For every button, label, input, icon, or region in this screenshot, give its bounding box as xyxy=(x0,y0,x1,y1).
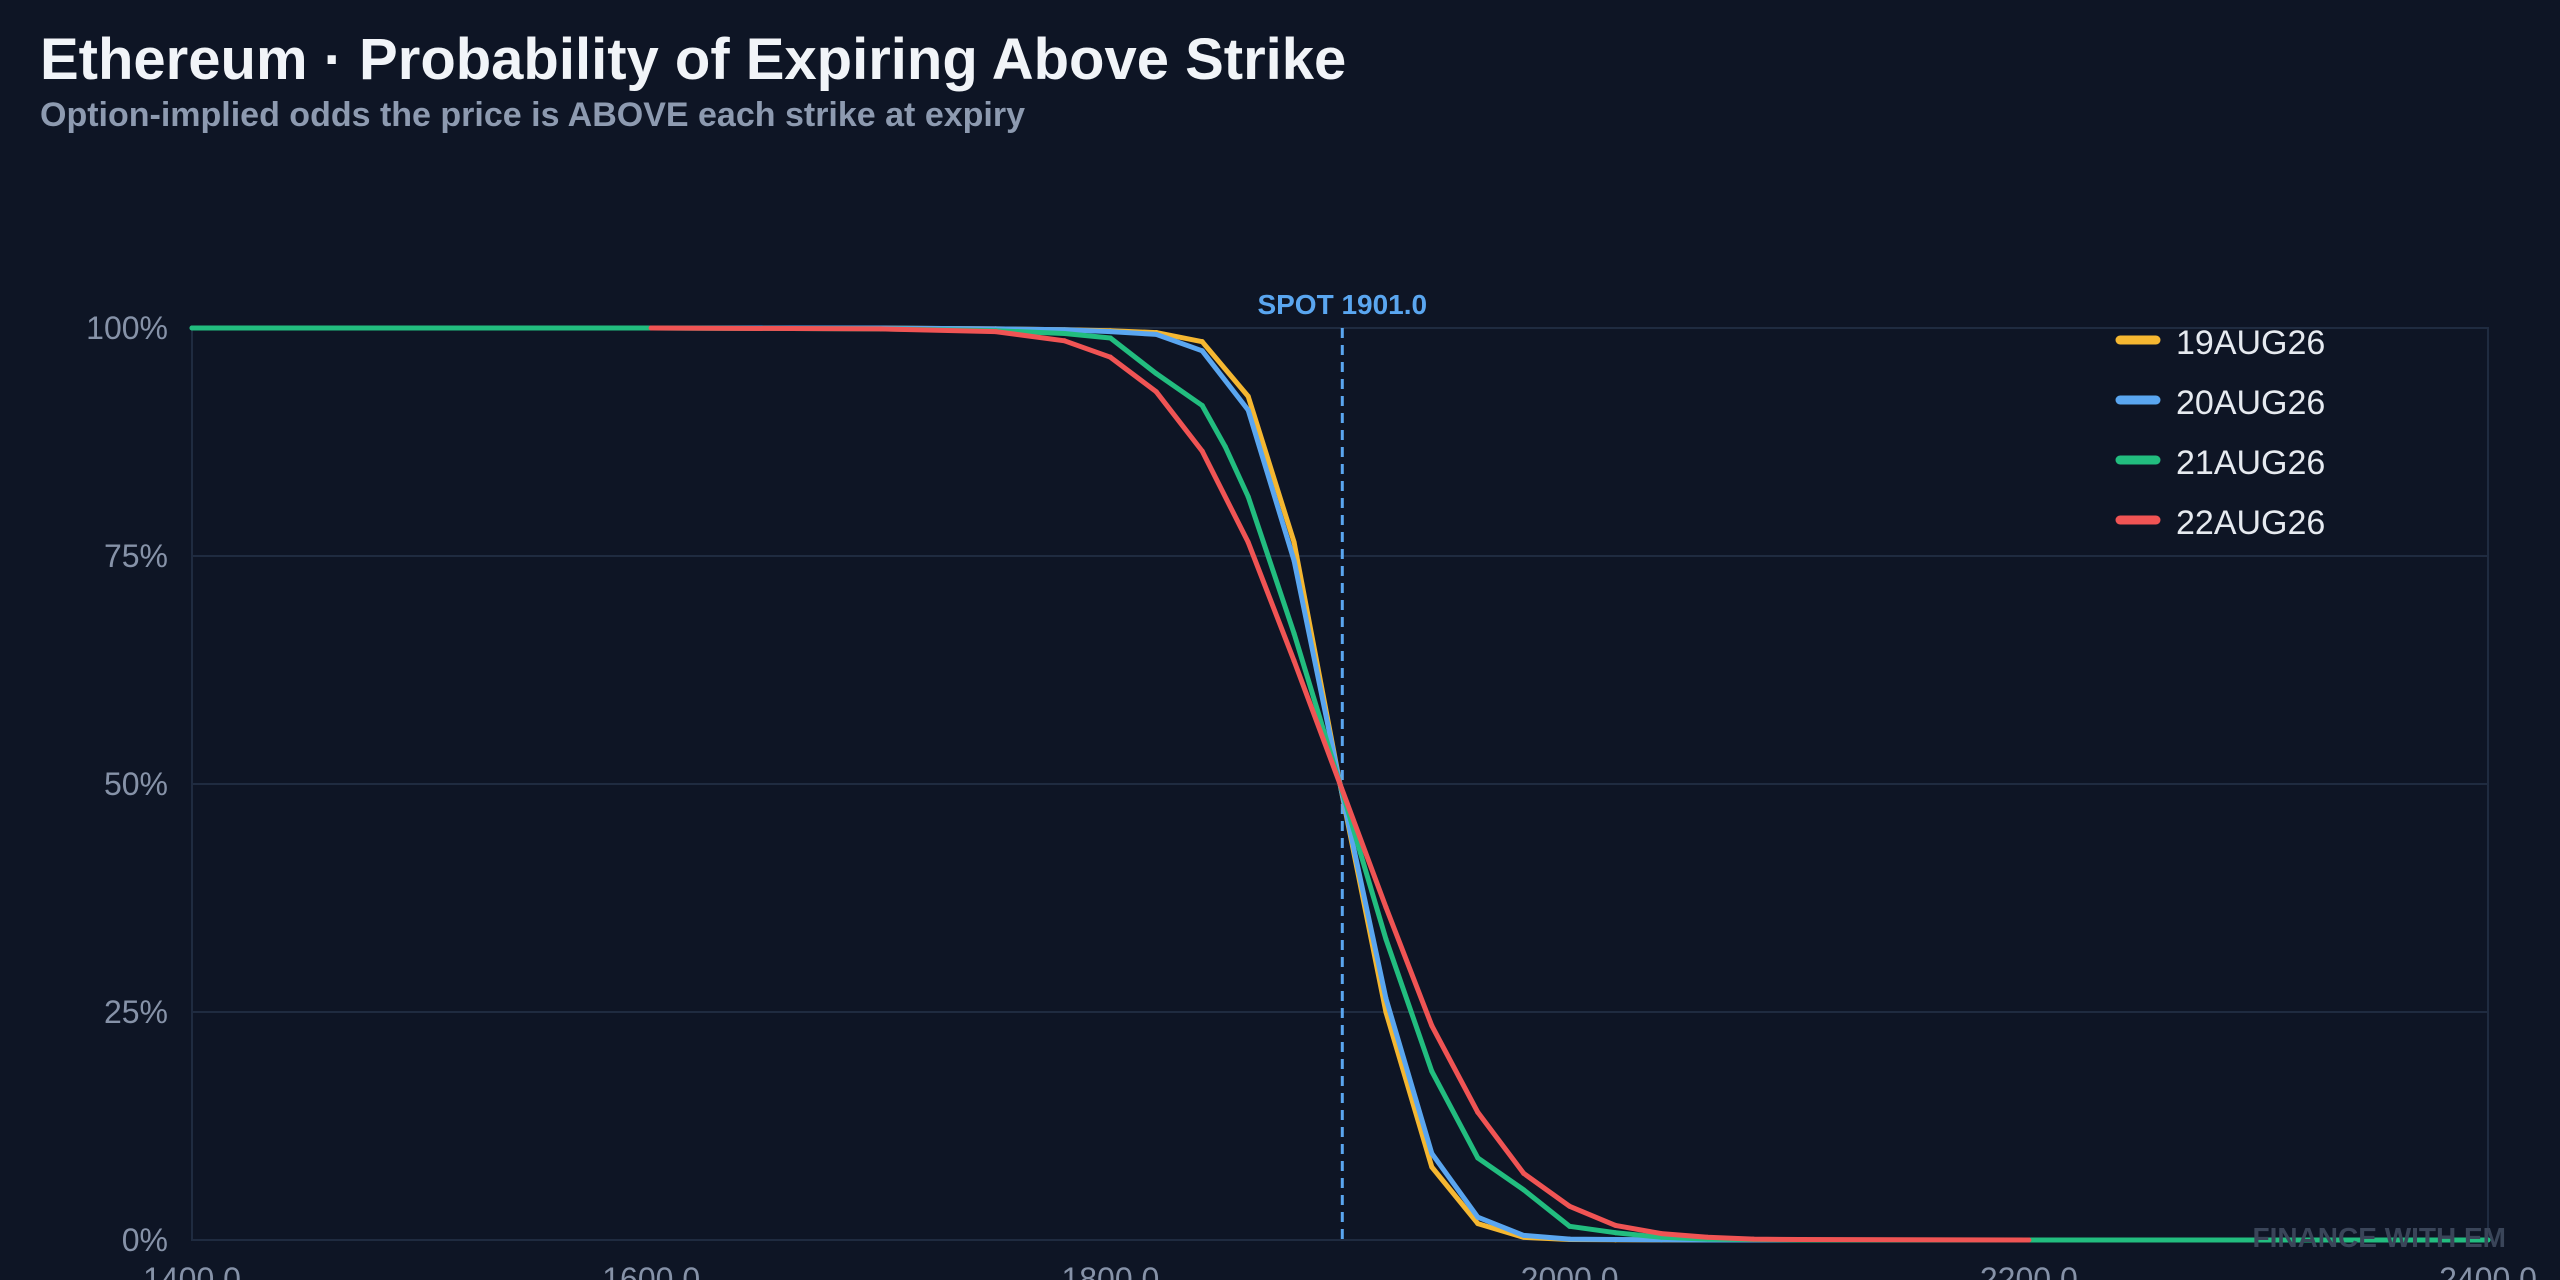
y-tick-label: 25% xyxy=(104,994,168,1030)
page-subtitle: Option-implied odds the price is ABOVE e… xyxy=(40,96,1025,134)
data-point xyxy=(1061,330,1067,336)
data-point xyxy=(189,325,195,331)
data-point xyxy=(1199,339,1205,345)
data-point xyxy=(1475,1155,1481,1161)
data-point xyxy=(1245,539,1251,545)
data-point xyxy=(1429,1164,1435,1170)
data-point xyxy=(1567,1203,1573,1209)
x-tick-label: 2000.0 xyxy=(1521,1261,1619,1280)
series-22aug26 xyxy=(648,325,2032,1243)
legend-label: 22AUG26 xyxy=(2176,504,2325,542)
data-point xyxy=(1475,1109,1481,1115)
data-point xyxy=(1521,1170,1527,1176)
data-point xyxy=(1521,1232,1527,1238)
data-point xyxy=(993,329,999,335)
data-point xyxy=(1245,407,1251,413)
data-point xyxy=(1291,558,1297,564)
legend-label: 20AUG26 xyxy=(2176,384,2325,422)
legend-item: 21AUG26 xyxy=(2115,444,2325,482)
data-point xyxy=(1061,338,1067,344)
data-point xyxy=(1704,1234,1710,1240)
data-point xyxy=(1107,329,1113,335)
data-point xyxy=(1107,335,1113,341)
data-point xyxy=(1796,1237,1802,1243)
data-point xyxy=(2026,1237,2032,1243)
legend: 19AUG26 20AUG26 21AUG26 22AUG26 xyxy=(2115,324,2325,542)
axis-layer: 0% 25% 50% 75% 100% 1400.0 1600.0 1800.0 2000.0 2… xyxy=(86,310,2537,1280)
data-point xyxy=(1199,448,1205,454)
x-tick-label: 2200.0 xyxy=(1980,1261,2078,1280)
watermark: FINANCE WITH EM xyxy=(2252,1222,2506,1253)
data-point xyxy=(1383,936,1389,942)
data-point xyxy=(1245,494,1251,500)
data-point xyxy=(1658,1231,1664,1237)
y-tick-label: 100% xyxy=(86,310,168,346)
data-point xyxy=(1222,444,1228,450)
series-layer xyxy=(189,325,2491,1243)
x-tick-label: 1800.0 xyxy=(1061,1261,1159,1280)
data-point xyxy=(1613,1230,1619,1236)
spot-label: SPOT 1901.0 xyxy=(1257,289,1427,320)
data-point xyxy=(1291,539,1297,545)
data-point xyxy=(1199,348,1205,354)
data-point xyxy=(1245,393,1251,399)
data-point xyxy=(1291,631,1297,637)
data-point xyxy=(1153,331,1159,337)
data-point xyxy=(1107,354,1113,360)
x-tick-label: 1400.0 xyxy=(143,1261,241,1280)
page-title: Ethereum · Probability of Expiring Above… xyxy=(40,27,1347,92)
data-point xyxy=(1750,1236,1756,1242)
legend-item: 20AUG26 xyxy=(2115,384,2325,422)
data-point xyxy=(1613,1237,1619,1243)
data-point xyxy=(1153,371,1159,377)
y-tick-label: 0% xyxy=(122,1222,168,1258)
data-point xyxy=(1429,1150,1435,1156)
data-point xyxy=(1613,1222,1619,1228)
y-tick-label: 50% xyxy=(104,766,168,802)
legend-label: 19AUG26 xyxy=(2176,324,2325,362)
data-point xyxy=(1567,1223,1573,1229)
data-point xyxy=(1337,781,1343,787)
data-point xyxy=(1199,403,1205,409)
data-point xyxy=(1383,995,1389,1001)
legend-label: 21AUG26 xyxy=(2176,444,2325,482)
data-point xyxy=(1521,1187,1527,1193)
data-point xyxy=(1383,904,1389,910)
data-point xyxy=(2485,1237,2491,1243)
spot-layer: SPOT 1901.0 xyxy=(1257,289,1427,1240)
x-tick-label: 1600.0 xyxy=(602,1261,700,1280)
data-point xyxy=(648,325,654,331)
data-point xyxy=(1429,1068,1435,1074)
legend-item: 19AUG26 xyxy=(2115,324,2325,362)
legend-item: 22AUG26 xyxy=(2115,504,2325,542)
data-point xyxy=(1429,1023,1435,1029)
data-point xyxy=(1475,1214,1481,1220)
data-point xyxy=(1567,1236,1573,1242)
data-point xyxy=(878,326,884,332)
data-point xyxy=(1475,1221,1481,1227)
x-tick-label: 2400.0 xyxy=(2439,1261,2537,1280)
y-tick-label: 75% xyxy=(104,538,168,574)
data-point xyxy=(1153,389,1159,395)
data-point xyxy=(1291,658,1297,664)
